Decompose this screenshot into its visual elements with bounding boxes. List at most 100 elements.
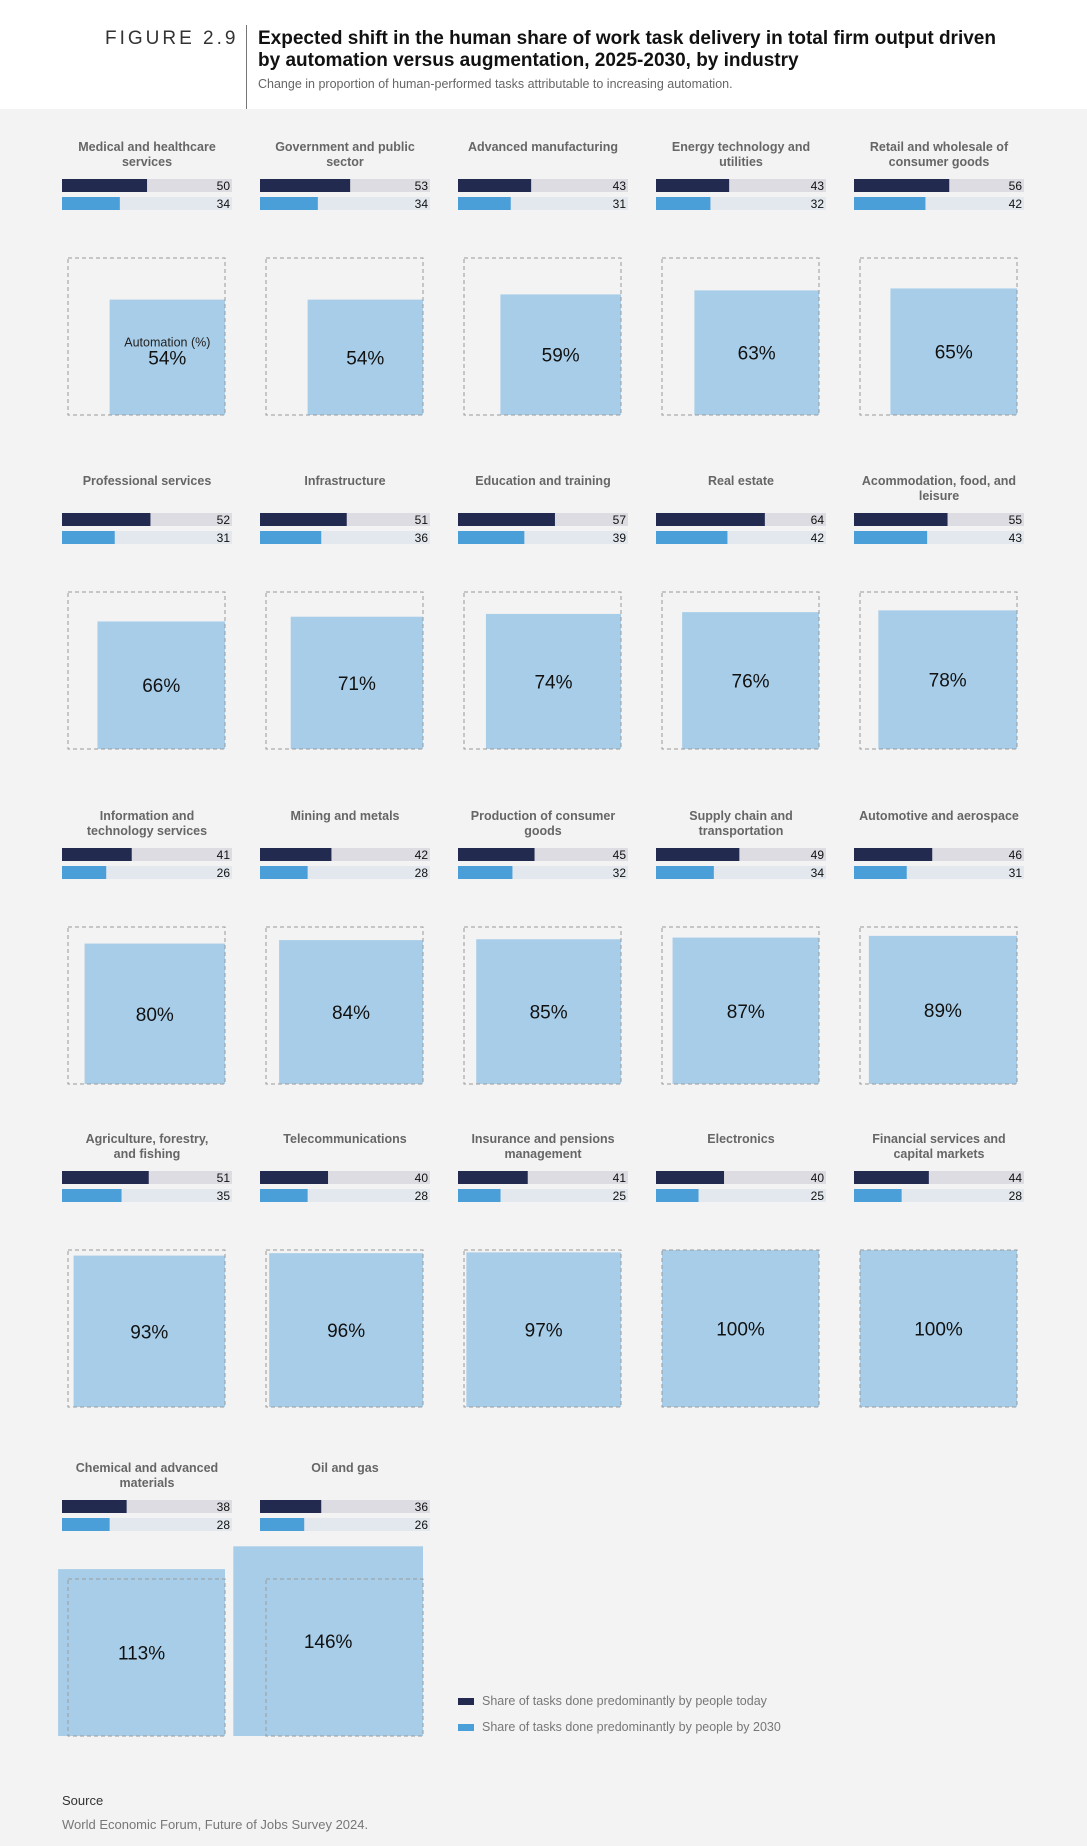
legend: Share of tasks done predominantly by peo… bbox=[458, 1688, 781, 1740]
bar-today bbox=[260, 513, 347, 526]
value-2030: 42 bbox=[811, 531, 825, 545]
value-today: 41 bbox=[217, 848, 231, 862]
value-today: 43 bbox=[811, 179, 825, 193]
automation-square bbox=[878, 610, 1017, 749]
reference-square-100 bbox=[265, 257, 424, 416]
bar-today bbox=[62, 513, 151, 526]
automation-square bbox=[109, 299, 225, 415]
automation-square bbox=[860, 1250, 1017, 1407]
value-today: 52 bbox=[217, 513, 231, 527]
bar-today bbox=[260, 1500, 322, 1513]
bar-2030 bbox=[656, 197, 711, 210]
value-2030: 28 bbox=[415, 1189, 429, 1203]
automation-pct-label: 89% bbox=[924, 1001, 962, 1022]
bar-2030 bbox=[62, 1518, 110, 1531]
automation-square bbox=[500, 294, 621, 415]
industry-name: Professional services bbox=[83, 474, 212, 488]
value-today: 64 bbox=[811, 513, 825, 527]
automation-pct-label: 66% bbox=[142, 676, 180, 697]
automation-pct-label: 78% bbox=[929, 671, 967, 692]
reference-square-100 bbox=[661, 1249, 820, 1408]
automation-square bbox=[682, 612, 819, 749]
automation-pct-label: 85% bbox=[530, 1003, 568, 1024]
industry-name: Retail and wholesale of consumer goods bbox=[870, 140, 1009, 169]
value-2030: 36 bbox=[415, 531, 429, 545]
automation-pct-label: 84% bbox=[332, 1003, 370, 1024]
automation-pct-label: 146% bbox=[304, 1632, 353, 1653]
bar-today bbox=[458, 179, 532, 192]
reference-square-100 bbox=[265, 926, 424, 1085]
industry-name: Education and training bbox=[475, 474, 610, 488]
automation-pct-label: 80% bbox=[136, 1005, 174, 1026]
bar-2030 bbox=[62, 866, 107, 879]
bar-2030 bbox=[260, 1189, 308, 1202]
bar-2030 bbox=[458, 866, 513, 879]
bar-today bbox=[458, 848, 535, 861]
value-today: 43 bbox=[613, 179, 627, 193]
value-2030: 28 bbox=[1009, 1189, 1023, 1203]
bar-2030 bbox=[656, 531, 728, 544]
automation-square bbox=[672, 937, 819, 1084]
bar-today bbox=[458, 1171, 528, 1184]
value-2030: 42 bbox=[1009, 197, 1023, 211]
bar-2030 bbox=[458, 197, 511, 210]
bar-2030 bbox=[62, 197, 120, 210]
value-2030: 43 bbox=[1009, 531, 1023, 545]
value-2030: 34 bbox=[811, 866, 825, 880]
header-divider bbox=[246, 25, 247, 109]
bar-2030 bbox=[458, 531, 525, 544]
automation-pct-label: 113% bbox=[118, 1644, 165, 1665]
industry-name: Information and technology services bbox=[87, 809, 207, 838]
chart-subtitle: Change in proportion of human-performed … bbox=[258, 77, 733, 91]
value-2030: 32 bbox=[811, 197, 825, 211]
bar-2030 bbox=[458, 1189, 501, 1202]
value-2030: 26 bbox=[415, 1518, 429, 1532]
automation-square bbox=[890, 288, 1017, 415]
automation-pct-label: 100% bbox=[716, 1320, 765, 1341]
value-2030: 28 bbox=[415, 866, 429, 880]
automation-pct-label: 74% bbox=[534, 672, 572, 693]
reference-square-100 bbox=[265, 1578, 424, 1737]
legend-item-2030: Share of tasks done predominantly by peo… bbox=[458, 1714, 781, 1740]
legend-label-2030: Share of tasks done predominantly by peo… bbox=[482, 1720, 781, 1734]
value-2030: 31 bbox=[613, 197, 627, 211]
reference-square-100 bbox=[661, 591, 820, 750]
bar-today bbox=[62, 1171, 149, 1184]
bar-2030 bbox=[656, 1189, 699, 1202]
automation-pct-label: 76% bbox=[732, 672, 770, 693]
reference-square-100 bbox=[67, 591, 226, 750]
automation-pct-label: 71% bbox=[338, 674, 376, 695]
value-today: 51 bbox=[415, 513, 429, 527]
bar-today bbox=[854, 179, 950, 192]
industry-name: Chemical and advanced materials bbox=[76, 1461, 218, 1490]
value-2030: 35 bbox=[217, 1189, 231, 1203]
value-2030: 31 bbox=[217, 531, 231, 545]
automation-square bbox=[279, 940, 423, 1084]
figure-header: FIGURE 2.9 Expected shift in the human s… bbox=[0, 0, 1087, 109]
automation-square bbox=[868, 935, 1017, 1084]
automation-pct-label: 87% bbox=[727, 1002, 765, 1023]
industry-name: Financial services and capital markets bbox=[872, 1132, 1005, 1161]
value-today: 44 bbox=[1009, 1171, 1023, 1185]
value-today: 38 bbox=[217, 1500, 231, 1514]
legend-item-today: Share of tasks done predominantly by peo… bbox=[458, 1688, 781, 1714]
automation-pct-label: 65% bbox=[935, 343, 973, 364]
bar-today bbox=[260, 1171, 329, 1184]
industry-name: Oil and gas bbox=[311, 1461, 378, 1475]
bar-2030 bbox=[62, 531, 115, 544]
automation-square bbox=[662, 1250, 819, 1407]
value-2030: 25 bbox=[811, 1189, 825, 1203]
reference-square-100 bbox=[463, 591, 622, 750]
industry-name: Insurance and pensions management bbox=[471, 1132, 614, 1161]
bar-today bbox=[62, 848, 132, 861]
industry-name: Real estate bbox=[708, 474, 774, 488]
source-text: World Economic Forum, Future of Jobs Sur… bbox=[62, 1817, 369, 1832]
automation-square bbox=[466, 1252, 621, 1407]
reference-square-100 bbox=[67, 1249, 226, 1408]
reference-square-100 bbox=[67, 1578, 226, 1737]
reference-square-100 bbox=[859, 257, 1018, 416]
value-today: 53 bbox=[415, 179, 429, 193]
reference-square-100 bbox=[265, 1249, 424, 1408]
automation-pct-label: 63% bbox=[738, 344, 776, 365]
value-today: 40 bbox=[415, 1171, 429, 1185]
